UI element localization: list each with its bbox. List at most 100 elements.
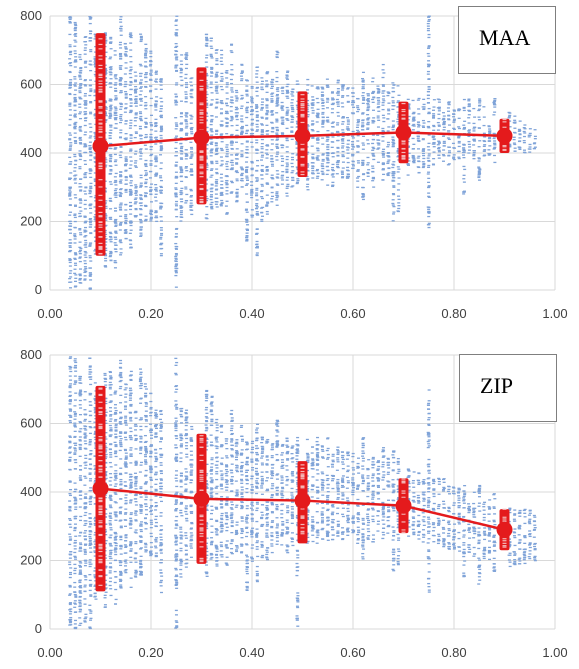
scatter-point bbox=[124, 190, 127, 191]
scatter-point bbox=[387, 168, 390, 169]
scatter-point bbox=[291, 185, 294, 186]
scatter-point bbox=[89, 276, 92, 277]
scatter-point bbox=[185, 54, 188, 55]
scatter-point bbox=[68, 215, 71, 216]
scatter-point bbox=[69, 22, 72, 23]
scatter-point bbox=[89, 70, 92, 71]
scatter-point bbox=[266, 110, 269, 111]
scatter-point bbox=[225, 146, 228, 147]
scatter-point bbox=[266, 195, 269, 196]
scatter-point bbox=[68, 435, 71, 436]
scatter-point bbox=[88, 16, 91, 17]
scatter-point bbox=[377, 143, 380, 144]
bin-point bbox=[503, 150, 507, 151]
scatter-point bbox=[205, 206, 208, 207]
scatter-point bbox=[160, 145, 163, 146]
scatter-point bbox=[110, 466, 113, 467]
scatter-point bbox=[245, 222, 248, 223]
scatter-point bbox=[346, 146, 349, 147]
scatter-point bbox=[235, 95, 238, 96]
scatter-point bbox=[432, 125, 435, 126]
scatter-point bbox=[109, 444, 112, 445]
scatter-point bbox=[331, 97, 334, 98]
scatter-point bbox=[109, 58, 112, 59]
scatter-point bbox=[321, 165, 324, 166]
scatter-point bbox=[362, 160, 365, 161]
scatter-point bbox=[160, 193, 163, 194]
scatter-point bbox=[447, 119, 450, 120]
scatter-point bbox=[523, 131, 526, 132]
scatter-point bbox=[140, 183, 143, 184]
scatter-point bbox=[241, 95, 244, 96]
scatter-point bbox=[216, 206, 219, 207]
scatter-point bbox=[79, 532, 82, 533]
scatter-point bbox=[467, 130, 470, 131]
scatter-point bbox=[124, 230, 127, 231]
scatter-point bbox=[84, 103, 87, 104]
scatter-point bbox=[271, 113, 274, 114]
scatter-point bbox=[145, 172, 148, 173]
scatter-point bbox=[120, 151, 123, 152]
scatter-point bbox=[215, 179, 218, 180]
scatter-point bbox=[119, 239, 122, 240]
bin-point bbox=[99, 74, 103, 75]
scatter-point bbox=[291, 166, 294, 167]
scatter-point bbox=[140, 86, 143, 87]
scatter-point bbox=[220, 54, 223, 55]
scatter-point bbox=[246, 95, 249, 96]
scatter-point bbox=[69, 457, 72, 458]
scatter-point bbox=[261, 155, 264, 156]
scatter-point bbox=[377, 106, 380, 107]
scatter-point bbox=[230, 191, 233, 192]
scatter-point bbox=[397, 95, 400, 96]
scatter-point bbox=[139, 105, 142, 106]
scatter-point bbox=[89, 218, 92, 219]
scatter-point bbox=[159, 191, 162, 192]
scatter-point bbox=[134, 79, 137, 80]
scatter-point bbox=[84, 271, 87, 272]
scatter-point bbox=[74, 594, 77, 595]
scatter-point bbox=[472, 123, 475, 124]
bin-point bbox=[200, 176, 204, 177]
scatter-point bbox=[68, 461, 71, 462]
scatter-point bbox=[336, 147, 339, 148]
bin-point bbox=[99, 113, 103, 114]
scatter-point bbox=[79, 242, 82, 243]
scatter-point bbox=[372, 159, 375, 160]
scatter-point bbox=[84, 565, 87, 566]
scatter-point bbox=[78, 596, 81, 597]
scatter-point bbox=[478, 173, 481, 174]
scatter-point bbox=[245, 228, 248, 229]
scatter-point bbox=[185, 153, 188, 154]
scatter-point bbox=[134, 151, 137, 152]
scatter-point bbox=[286, 140, 289, 141]
scatter-point bbox=[271, 127, 274, 128]
scatter-point bbox=[74, 523, 77, 524]
scatter-point bbox=[155, 72, 158, 73]
scatter-point bbox=[74, 362, 77, 363]
scatter-point bbox=[342, 84, 345, 85]
scatter-point bbox=[144, 163, 147, 164]
scatter-point bbox=[306, 89, 309, 90]
scatter-point bbox=[79, 278, 82, 279]
scatter-point bbox=[84, 432, 87, 433]
scatter-point bbox=[88, 95, 91, 96]
scatter-point bbox=[261, 129, 264, 130]
scatter-point bbox=[174, 258, 177, 259]
scatter-point bbox=[442, 118, 445, 119]
scatter-point bbox=[342, 121, 345, 122]
scatter-point bbox=[382, 102, 385, 103]
scatter-point bbox=[256, 95, 259, 96]
scatter-point bbox=[326, 119, 329, 120]
y-tick-label: 600 bbox=[20, 77, 42, 92]
bin-point bbox=[301, 98, 305, 99]
scatter-point bbox=[235, 107, 238, 108]
scatter-point bbox=[240, 180, 243, 181]
scatter-point bbox=[190, 97, 193, 98]
scatter-point bbox=[473, 140, 476, 141]
scatter-point bbox=[68, 524, 71, 525]
scatter-point bbox=[109, 38, 112, 39]
scatter-point bbox=[472, 154, 475, 155]
scatter-point bbox=[210, 83, 213, 84]
scatter-point bbox=[230, 69, 233, 70]
